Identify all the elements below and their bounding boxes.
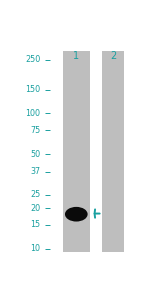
- Text: 100: 100: [25, 109, 40, 118]
- Text: 10: 10: [30, 244, 40, 253]
- Text: 250: 250: [25, 55, 40, 64]
- Text: 2: 2: [110, 51, 116, 61]
- Text: 150: 150: [25, 85, 40, 94]
- Bar: [102, 51, 124, 252]
- Bar: [63, 51, 90, 252]
- Text: 15: 15: [30, 220, 40, 229]
- Text: 37: 37: [30, 167, 40, 176]
- Ellipse shape: [65, 207, 88, 222]
- Text: 50: 50: [30, 150, 40, 159]
- Text: 20: 20: [30, 204, 40, 212]
- Text: 1: 1: [73, 51, 79, 61]
- Text: 75: 75: [30, 126, 40, 135]
- Text: 25: 25: [30, 190, 40, 200]
